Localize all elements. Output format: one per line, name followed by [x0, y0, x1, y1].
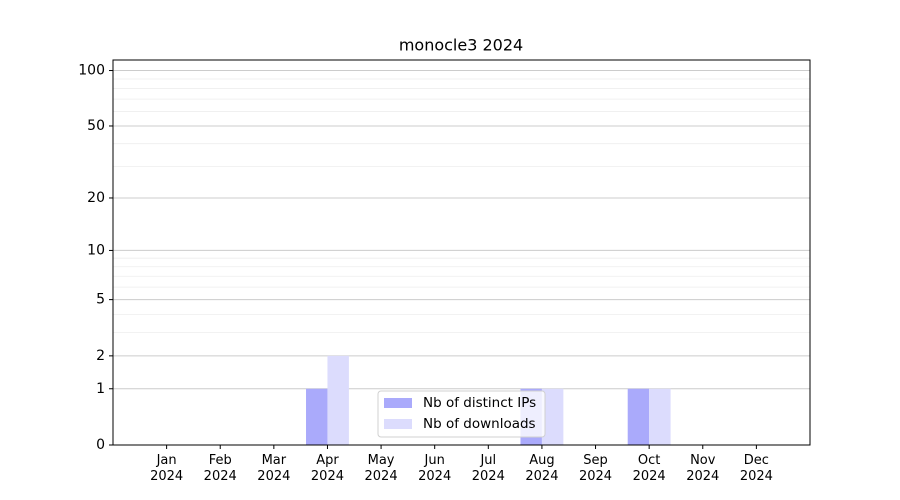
x-tick-label: Mar 2024	[257, 453, 291, 484]
y-tick-label: 50	[87, 118, 105, 134]
legend-label: Nb of downloads	[423, 416, 536, 432]
bar	[541, 388, 564, 445]
plot-frame	[112, 59, 811, 446]
y-tick-label: 5	[96, 292, 105, 308]
y-tick-label: 2	[96, 348, 105, 364]
legend: Nb of distinct IPs Nb of downloads	[377, 390, 546, 438]
legend-label: Nb of distinct IPs	[423, 395, 536, 411]
x-tick-label: Jan 2024	[150, 453, 184, 484]
x-tick-label: Dec 2024	[739, 453, 773, 484]
x-tick-label: Feb 2024	[203, 453, 237, 484]
x-tick-label: Oct 2024	[632, 453, 666, 484]
y-tick-label: 10	[87, 242, 105, 258]
x-tick-label: Aug 2024	[525, 453, 559, 484]
bar	[306, 388, 328, 445]
y-tick-label: 0	[96, 437, 105, 453]
x-tick-label: Sep 2024	[578, 453, 613, 484]
bar	[327, 355, 349, 445]
x-tick-label: Apr 2024	[310, 453, 344, 484]
x-tick-label: May 2024	[364, 453, 398, 484]
bar	[627, 388, 650, 445]
legend-swatch	[384, 398, 412, 408]
legend-box	[377, 390, 546, 438]
bar	[649, 388, 671, 445]
x-tick-label: Jul 2024	[471, 453, 505, 484]
legend-swatch	[384, 419, 412, 429]
y-tick-label: 1	[96, 381, 105, 397]
x-tick-label: Jun 2024	[418, 453, 452, 484]
x-tick-label: Nov 2024	[686, 453, 720, 484]
y-tick-label: 20	[87, 190, 105, 206]
chart-title: monocle3 2024	[399, 36, 523, 55]
y-tick-label: 100	[78, 63, 105, 79]
